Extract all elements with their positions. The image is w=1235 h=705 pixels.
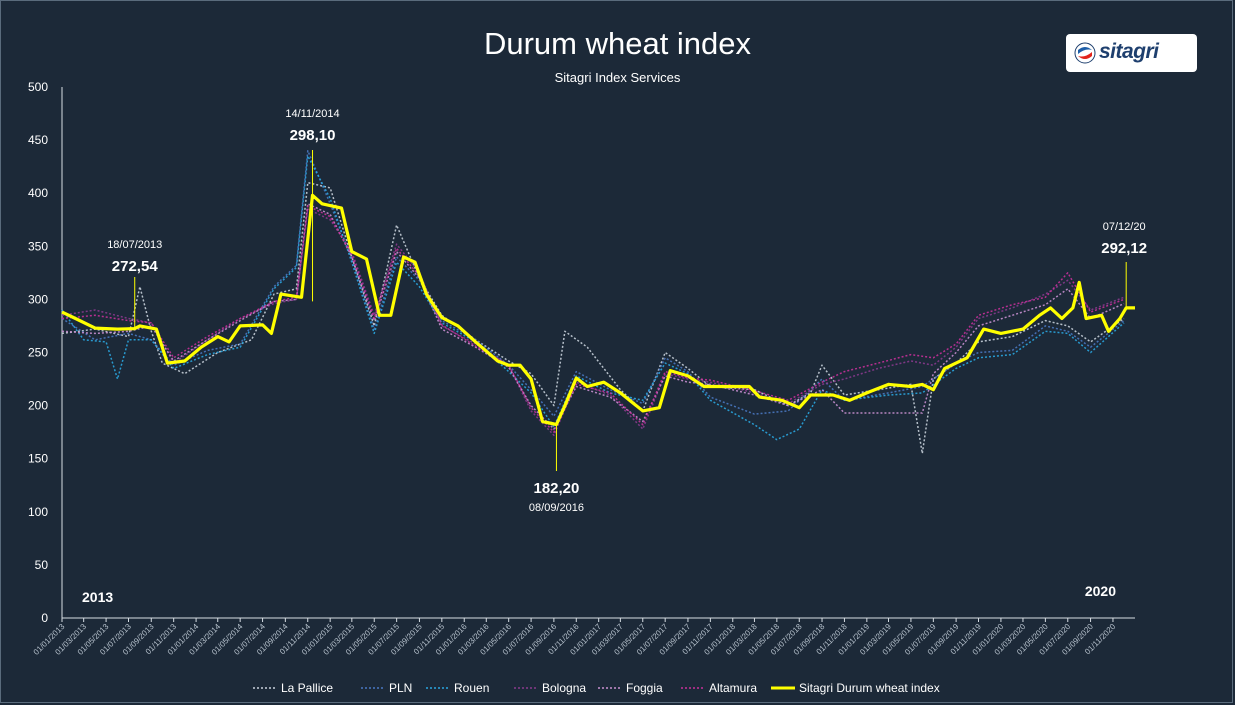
series-line-altamura (61, 205, 1125, 433)
legend-item: Rouen (426, 681, 489, 695)
annotation-date: 18/07/2013 (107, 239, 162, 251)
legend-label: Altamura (709, 681, 757, 695)
start-year-label: 2013 (82, 589, 113, 605)
annotation-date: 07/12/20 (1103, 221, 1146, 233)
legend-item: Bologna (514, 681, 586, 695)
legend-item: Sitagri Durum wheat index (771, 681, 940, 695)
sitagri-logo-icon (1074, 42, 1096, 64)
legend-item: La Pallice (253, 681, 333, 695)
end-year-label: 2020 (1085, 583, 1116, 599)
annotation-date: 08/09/2016 (529, 502, 584, 514)
y-tick-label: 200 (28, 399, 48, 413)
chart-title: Durum wheat index (483, 26, 752, 61)
y-tick-label: 250 (28, 346, 48, 360)
chart-subtitle: Sitagri Index Services (554, 70, 681, 85)
annotation-value: 272,54 (112, 258, 159, 275)
series-line-la-pallice (61, 181, 1125, 455)
sitagri-logo: sitagri (1066, 34, 1197, 72)
y-tick-label: 0 (41, 611, 48, 625)
sitagri-logo-text: sitagri (1099, 40, 1159, 63)
y-tick-label: 100 (28, 505, 48, 519)
annotation-value: 182,20 (533, 480, 579, 497)
y-tick-label: 400 (28, 186, 48, 200)
annotation-value: 298,10 (290, 127, 336, 144)
y-tick-label: 300 (28, 292, 48, 306)
legend-item: Foggia (598, 681, 663, 695)
series-line-rouen (61, 155, 1125, 441)
annotation-value: 292,12 (1101, 240, 1147, 257)
legend-label: Sitagri Durum wheat index (799, 681, 940, 695)
legend-label: La Pallice (281, 681, 333, 695)
legend-label: Foggia (626, 681, 663, 695)
series-line-sitagri-durum-wheat-index (61, 193, 1136, 427)
series-line-pln (61, 149, 1125, 417)
legend-label: Rouen (454, 681, 489, 695)
legend-label: PLN (389, 681, 412, 695)
y-tick-label: 450 (28, 133, 48, 147)
annotation-date: 14/11/2014 (285, 108, 339, 120)
legend-item: Altamura (681, 681, 757, 695)
legend-item: PLN (361, 681, 412, 695)
y-tick-label: 50 (35, 558, 49, 572)
y-tick-label: 350 (28, 239, 48, 253)
y-tick-label: 150 (28, 452, 48, 466)
series-line-bologna (61, 208, 1125, 437)
legend-label: Bologna (542, 681, 586, 695)
y-tick-label: 500 (28, 80, 48, 94)
series-line-foggia (61, 203, 1125, 430)
